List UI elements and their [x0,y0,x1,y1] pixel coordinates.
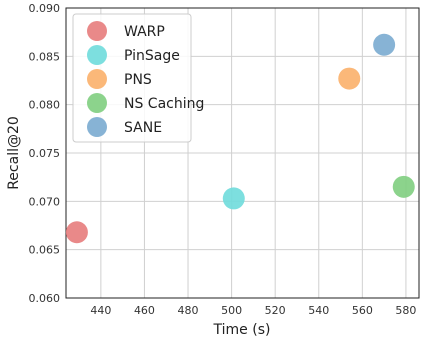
data-points [65,33,415,244]
y-tick-label: 0.070 [29,195,61,208]
y-axis-ticks: 0.060 0.065 0.070 0.075 0.080 0.085 0.090 [29,2,61,305]
x-tick-label: 540 [308,304,329,317]
data-point [222,187,245,210]
y-tick-label: 0.060 [29,292,61,305]
x-tick-label: 500 [221,304,242,317]
x-axis-label: Time (s) [213,322,271,338]
legend: WARP PinSage PNS NS Caching SANE [72,13,204,143]
y-axis-label: Recall@20 [6,116,22,190]
y-tick-label: 0.065 [29,244,61,257]
y-tick-label: 0.080 [29,99,61,112]
data-point [373,33,396,56]
legend-marker [87,45,107,65]
x-tick-label: 520 [265,304,286,317]
legend-marker [87,21,107,41]
plot-area [65,7,420,299]
legend-label: PNS [124,72,152,88]
x-tick-label: 460 [134,304,155,317]
data-point [65,221,88,244]
legend-label: PinSage [124,48,180,64]
legend-marker [87,93,107,113]
x-tick-label: 560 [352,304,373,317]
y-tick-label: 0.085 [29,50,61,63]
x-tick-label: 480 [178,304,199,317]
data-point [392,175,415,198]
legend-label: SANE [124,120,162,136]
y-tick-label: 0.090 [29,2,61,15]
x-tick-label: 440 [90,304,111,317]
legend-marker [87,69,107,89]
x-axis-ticks: 440 460 480 500 520 540 560 580 [90,304,416,317]
legend-label: NS Caching [124,96,204,112]
y-tick-label: 0.075 [29,147,61,160]
data-point [338,67,361,90]
legend-label: WARP [124,24,165,40]
x-tick-label: 580 [395,304,416,317]
legend-marker [87,117,107,137]
